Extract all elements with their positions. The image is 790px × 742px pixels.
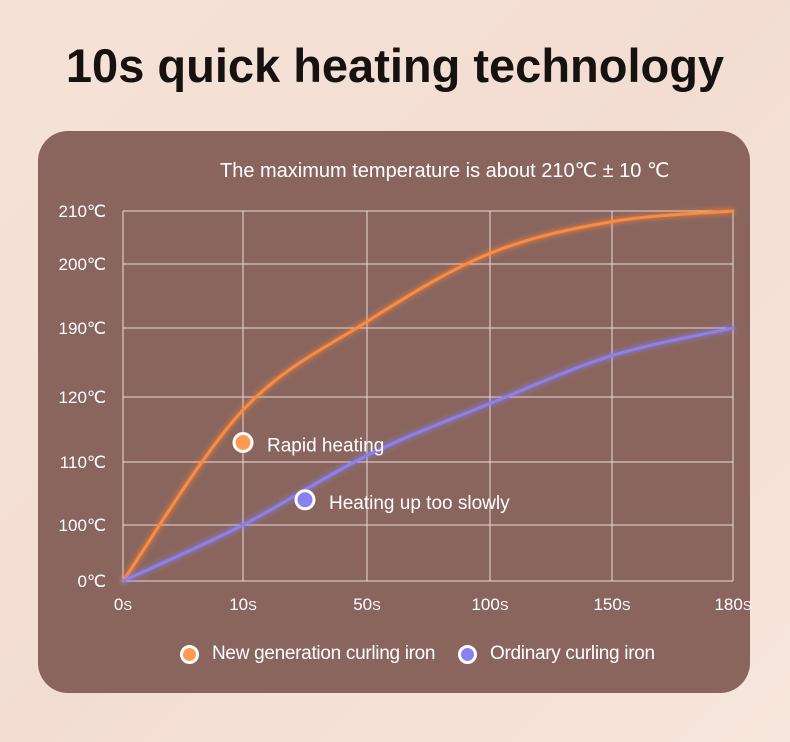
annotation-marker: [232, 432, 254, 453]
chart-subtitle: The maximum temperature is about 210℃ ± …: [220, 160, 670, 182]
legend-dot-icon: [180, 644, 199, 664]
y-tick-label: 100℃: [59, 516, 106, 535]
y-tick-label: 110℃: [60, 453, 106, 472]
x-tick-label: 150S: [593, 595, 630, 614]
annotation-label: Heating up too slowly: [329, 493, 510, 514]
chart-panel: [38, 131, 750, 693]
legend-dot-icon: [458, 644, 477, 664]
legend-item-ordinary: Ordinary curling iron: [458, 643, 655, 665]
x-tick-label: 10S: [229, 595, 257, 614]
annotation-label: Rapid heating: [267, 436, 384, 457]
legend-item-new-generation: New generation curling iron: [180, 643, 436, 665]
chart-legend: New generation curling iron Ordinary cur…: [0, 643, 790, 673]
series-line-0: [121, 209, 735, 583]
legend-label: New generation curling iron: [212, 643, 436, 664]
annotation-marker: [294, 489, 316, 511]
series-line-1: [121, 326, 735, 583]
y-tick-label: 120℃: [59, 388, 106, 407]
y-tick-label: 210℃: [59, 202, 106, 221]
x-tick-label: 100S: [471, 595, 508, 614]
legend-label: Ordinary curling iron: [490, 643, 655, 664]
x-tick-label: 50S: [353, 595, 381, 614]
x-tick-label: 0S: [114, 595, 132, 614]
y-tick-label: 0℃: [77, 572, 106, 591]
x-tick-label: 180S: [714, 595, 751, 614]
y-tick-label: 200℃: [59, 255, 106, 274]
y-tick-label: 190℃: [59, 319, 106, 338]
page-title: 10s quick heating technology: [65, 39, 725, 92]
